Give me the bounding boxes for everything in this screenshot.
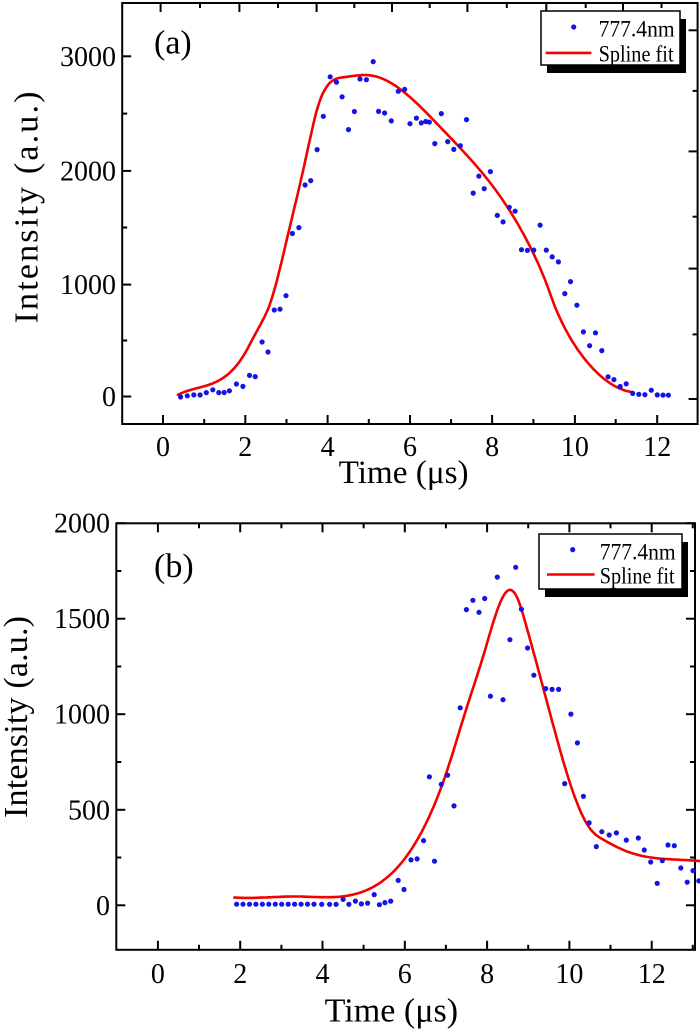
svg-text:12: 12 [643,432,671,463]
svg-text:0: 0 [151,959,165,990]
svg-text:Spline fit: Spline fit [599,42,675,67]
svg-text:Intensity (a.u.): Intensity (a.u.) [9,92,46,324]
svg-text:Spline fit: Spline fit [600,564,676,589]
svg-text:6: 6 [398,959,412,990]
svg-text:777.4nm: 777.4nm [600,540,676,565]
svg-text:Time (μs): Time (μs) [339,455,469,491]
svg-text:0: 0 [102,382,116,413]
svg-text:8: 8 [485,432,499,463]
svg-text:2: 2 [233,959,247,990]
svg-text:6: 6 [403,432,417,463]
svg-text:0: 0 [96,891,110,922]
svg-text:3000: 3000 [60,42,116,73]
svg-text:1000: 1000 [54,700,110,731]
svg-text:4: 4 [316,959,330,990]
svg-text:10: 10 [561,432,589,463]
svg-text:2000: 2000 [54,509,110,540]
svg-text:10: 10 [555,959,583,990]
svg-text:500: 500 [68,795,110,826]
svg-text:12: 12 [638,959,666,990]
svg-text:2000: 2000 [60,156,116,187]
svg-text:8: 8 [480,959,494,990]
svg-text:1000: 1000 [60,270,116,301]
svg-text:4: 4 [321,432,335,463]
svg-text:1500: 1500 [54,604,110,635]
svg-text:2: 2 [238,432,252,463]
svg-text:(a): (a) [154,25,192,62]
svg-text:(b): (b) [154,548,194,585]
svg-text:0: 0 [156,432,170,463]
svg-text:Intensity (a.u.): Intensity (a.u.) [0,616,35,818]
svg-text:Time (μs): Time (μs) [325,993,459,1030]
svg-text:777.4nm: 777.4nm [599,17,675,42]
